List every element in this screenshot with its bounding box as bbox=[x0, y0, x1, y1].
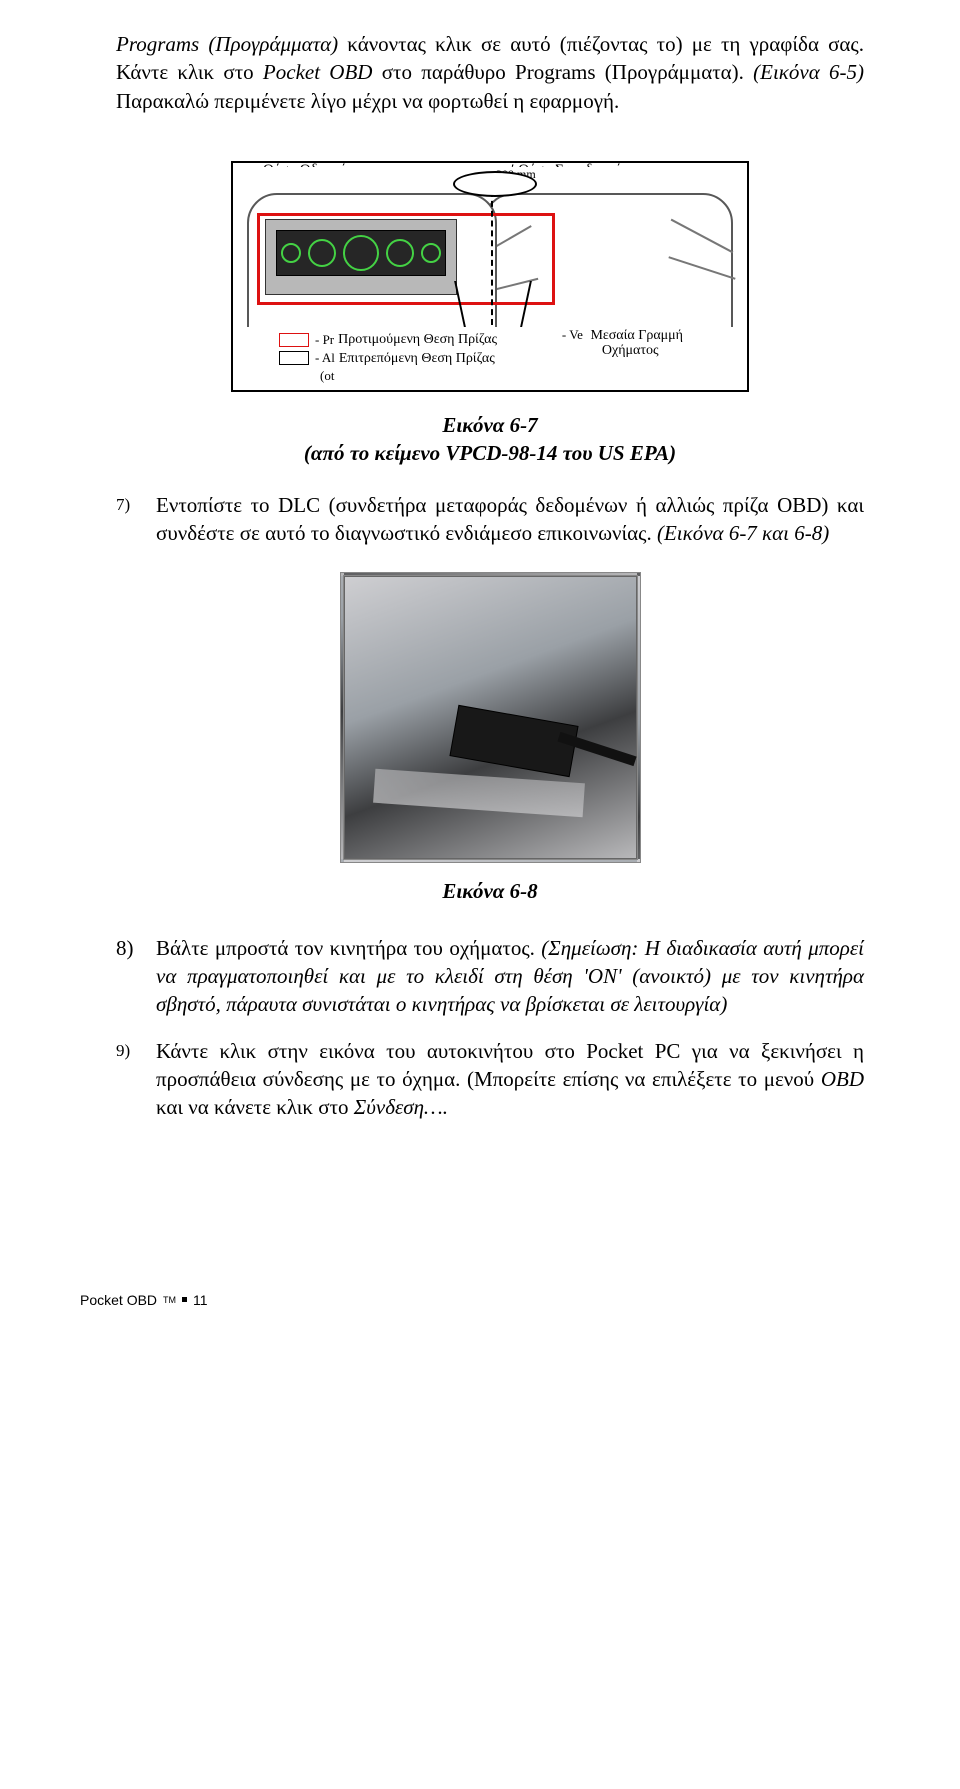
legend-swatch-preferred bbox=[279, 333, 309, 347]
figure-6-8-photo bbox=[340, 572, 641, 863]
intro-seg4: στο παράθυρο Programs (Προγράμματα). bbox=[372, 60, 753, 84]
list-item-8: 8) Βάλτε μπροστά τον κινητήρα του οχήματ… bbox=[116, 934, 864, 1019]
intro-seg1: Programs (Προγράμματα) bbox=[116, 32, 338, 56]
bullet-icon bbox=[182, 1297, 187, 1302]
footer-product: Pocket OBD bbox=[80, 1292, 157, 1308]
page-footer: Pocket OBD TM 11 bbox=[80, 1292, 864, 1308]
steering-oval bbox=[453, 171, 537, 197]
figure-6-7: Θέση Οδηγού ′Θέση Συνοδηγού 300 mm bbox=[231, 161, 749, 392]
intro-seg3: Pocket OBD bbox=[263, 60, 373, 84]
dashboard-diagram: 300 mm bbox=[243, 167, 737, 327]
center-line bbox=[491, 191, 493, 325]
legend-preferred: Προτιμούμενη Θεση Πρίζας bbox=[338, 331, 497, 349]
intro-seg5: (Εικόνα 6-5) bbox=[753, 60, 864, 84]
steering-column bbox=[453, 281, 533, 327]
intro-seg6: Παρακαλώ περιμένετε λίγο μέχρι να φορτωθ… bbox=[116, 89, 619, 113]
list-number: 7) bbox=[116, 491, 156, 548]
list-number: 9) bbox=[116, 1037, 156, 1122]
caption-6-8: Εικόνα 6-8 bbox=[116, 879, 864, 904]
intro-paragraph: Programs (Προγράμματα) κάνοντας κλικ σε … bbox=[116, 30, 864, 115]
list-item-7: 7) Εντοπίστε το DLC (συνδετήρα μεταφοράς… bbox=[116, 491, 864, 548]
legend-swatch-allowed bbox=[279, 351, 309, 365]
list-item-9: 9) Κάντε κλικ στην εικόνα του αυτοκινήτο… bbox=[116, 1037, 864, 1122]
footer-tm: TM bbox=[163, 1295, 176, 1305]
list-number: 8) bbox=[116, 934, 156, 1019]
footer-page-number: 11 bbox=[193, 1292, 208, 1308]
legend-allowed: Επιτρεπόμενη Θεση Πρίζας bbox=[339, 350, 495, 368]
legend-vehicle-centerline: - Ve Μεσαία Γραμμή Οχήματος bbox=[562, 328, 683, 359]
legend-ot: (ot bbox=[320, 368, 735, 384]
caption-6-7: Εικόνα 6-7 (από το κείμενο VPCD-98-14 το… bbox=[116, 412, 864, 467]
